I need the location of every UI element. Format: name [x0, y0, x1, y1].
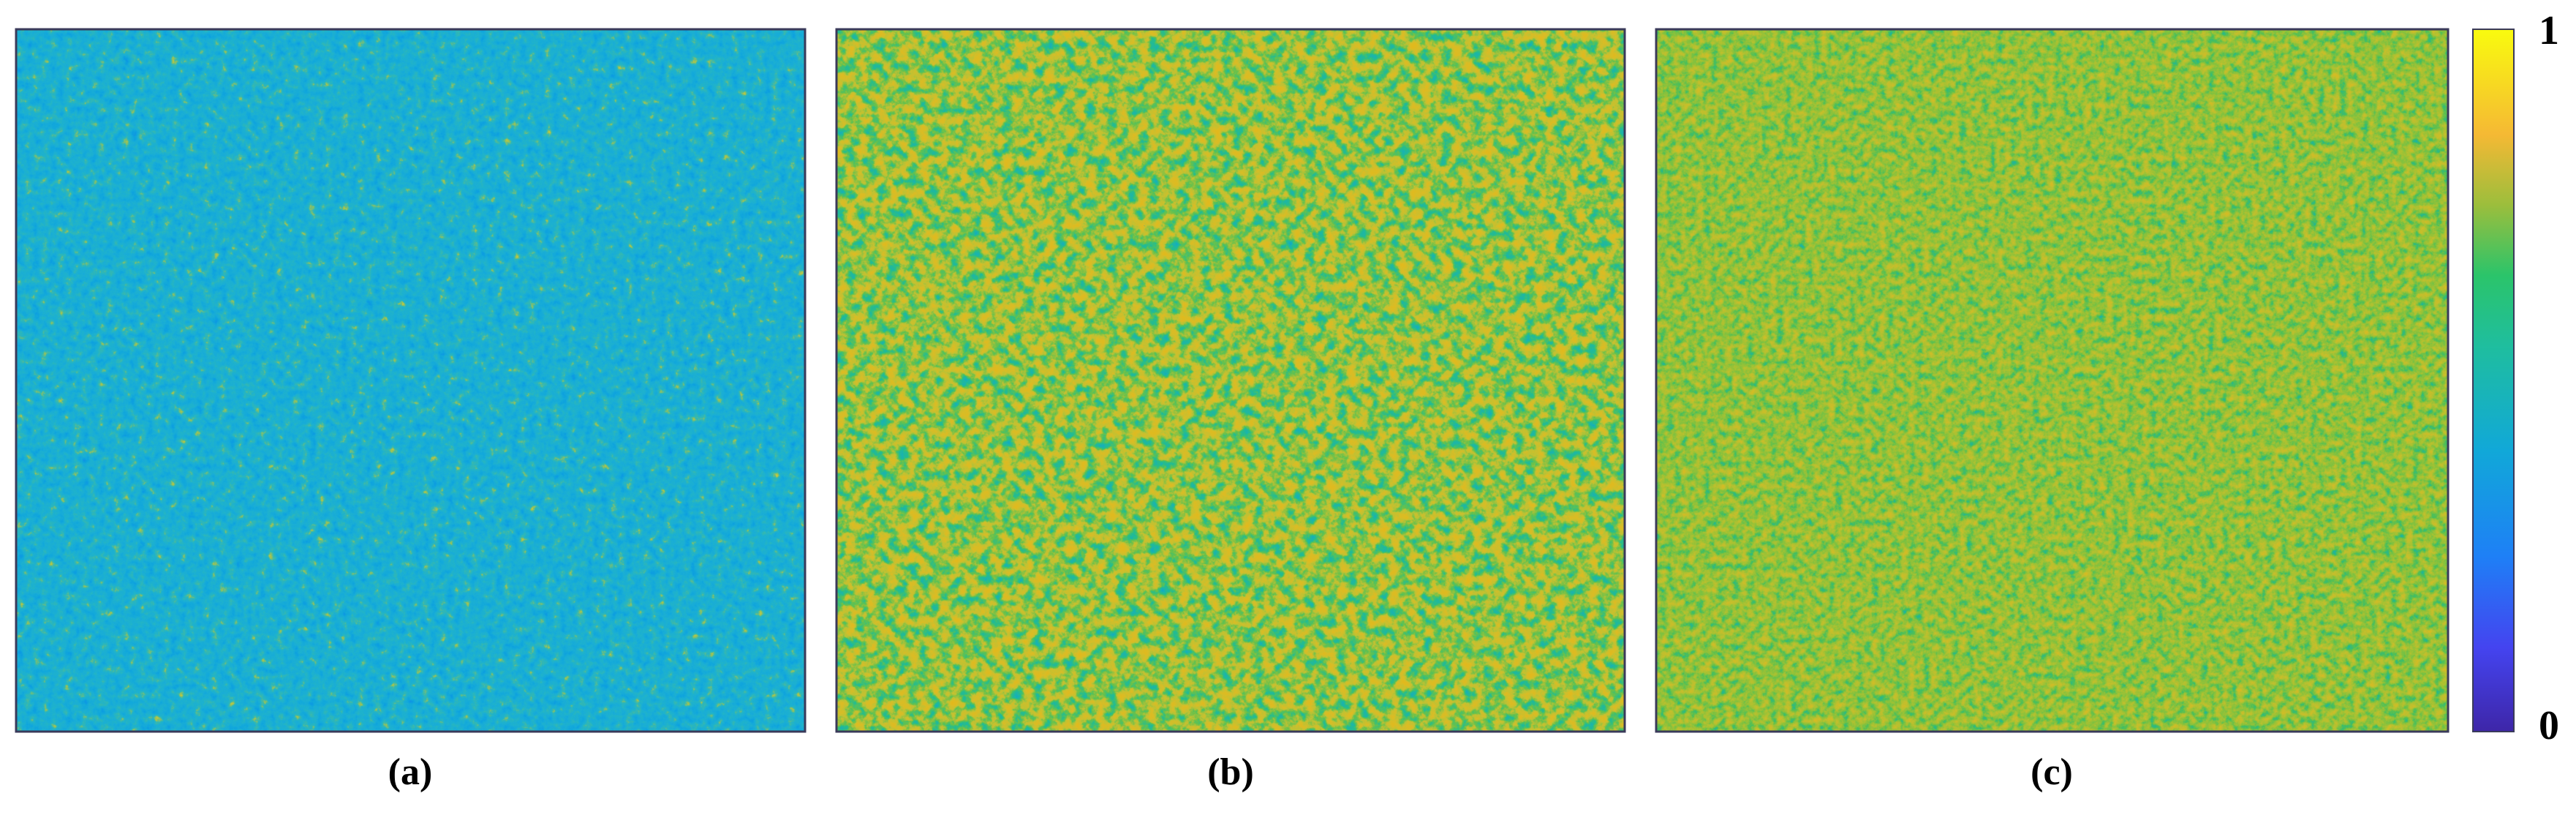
colorbar-tick-label: 1: [2539, 8, 2559, 53]
panel-image: [1656, 29, 2448, 732]
panel-image: [16, 29, 805, 732]
panel-label: (a): [388, 751, 433, 793]
panel-image: [836, 29, 1625, 732]
colorbar-tick-label: 0: [2539, 703, 2559, 748]
colorbar: [2472, 29, 2515, 732]
panel-frame: [1655, 28, 2450, 733]
panel-frame: [835, 28, 1626, 733]
panel-label: (c): [2031, 751, 2073, 793]
panel-label: (b): [1207, 751, 1254, 793]
panel-frame: [15, 28, 807, 733]
